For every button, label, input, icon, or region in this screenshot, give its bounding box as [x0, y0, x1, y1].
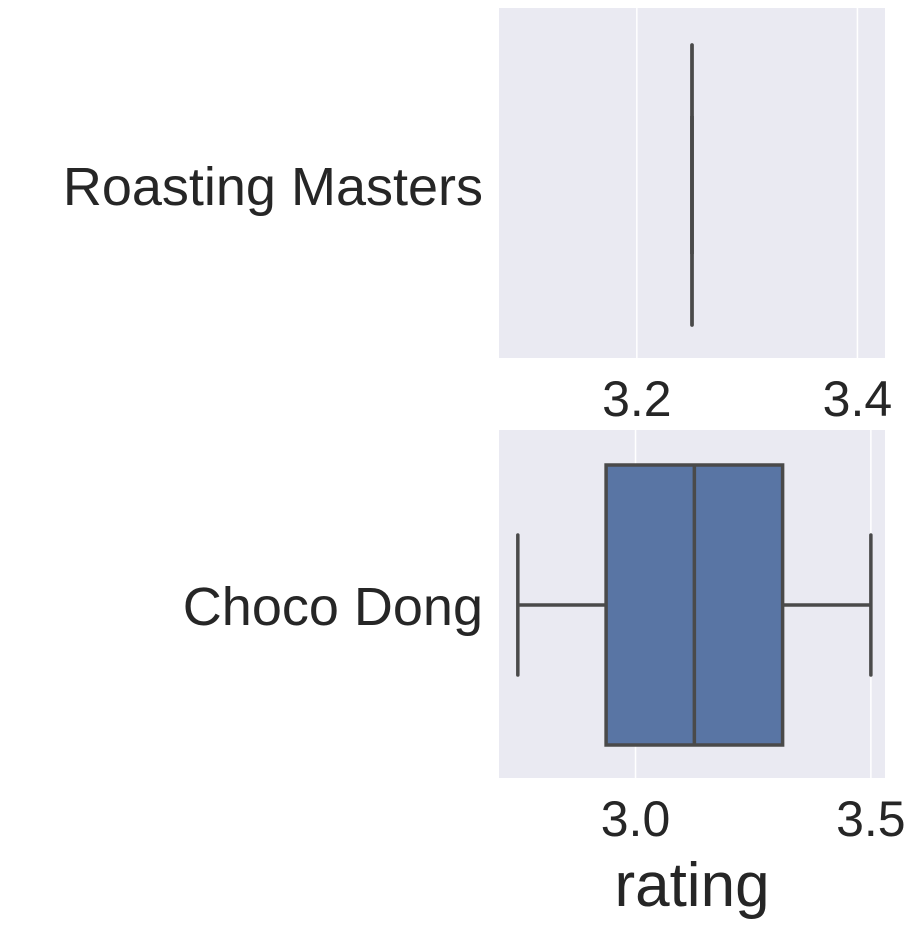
x-axis-label: rating — [614, 851, 769, 920]
panel-choco-dong: 3.0 3.5 Choco Dong rating — [183, 430, 906, 920]
panel-roasting-masters: 3.2 3.4 Roasting Masters — [63, 8, 892, 427]
x-tick-label-3-5: 3.5 — [836, 791, 906, 847]
x-tick-label-3-2: 3.2 — [602, 371, 672, 427]
x-tick-label-3-0: 3.0 — [601, 791, 671, 847]
x-tick-label-3-4: 3.4 — [823, 371, 893, 427]
category-label-roasting-masters: Roasting Masters — [63, 157, 483, 217]
category-label-choco-dong: Choco Dong — [183, 577, 483, 637]
